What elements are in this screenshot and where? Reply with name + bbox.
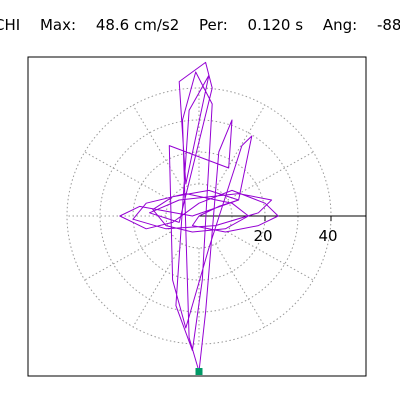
grid-spoke bbox=[84, 151, 171, 201]
grid-spoke bbox=[132, 104, 183, 189]
grid-spoke bbox=[227, 231, 314, 281]
grid-spoke bbox=[132, 243, 183, 328]
grid-spoke bbox=[227, 151, 314, 201]
angle-value: -88.9 bbox=[376, 16, 400, 34]
grid-spoke bbox=[84, 231, 171, 281]
period-value: 0.120 s bbox=[247, 16, 304, 34]
max-marker bbox=[195, 368, 203, 376]
tick-label-20: 20 bbox=[253, 227, 272, 245]
max-label: Max: bbox=[39, 16, 77, 34]
period-label: Per: bbox=[199, 16, 228, 34]
grid-spoke bbox=[215, 243, 266, 328]
chart-header: CHI Max: 48.6 cm/s2 Per: 0.120 s Ang: -8… bbox=[0, 16, 400, 34]
max-value: 48.6 cm/s2 bbox=[95, 16, 180, 34]
station-code: CHI bbox=[0, 16, 21, 34]
tick-label-40: 40 bbox=[318, 227, 337, 245]
grid-spoke bbox=[215, 104, 266, 189]
angle-label: Ang: bbox=[322, 16, 358, 34]
max-point-marker bbox=[195, 368, 203, 376]
trace-line bbox=[119, 61, 279, 372]
motion-trace bbox=[119, 61, 279, 372]
polar-axes: 20 40 bbox=[199, 215, 366, 245]
